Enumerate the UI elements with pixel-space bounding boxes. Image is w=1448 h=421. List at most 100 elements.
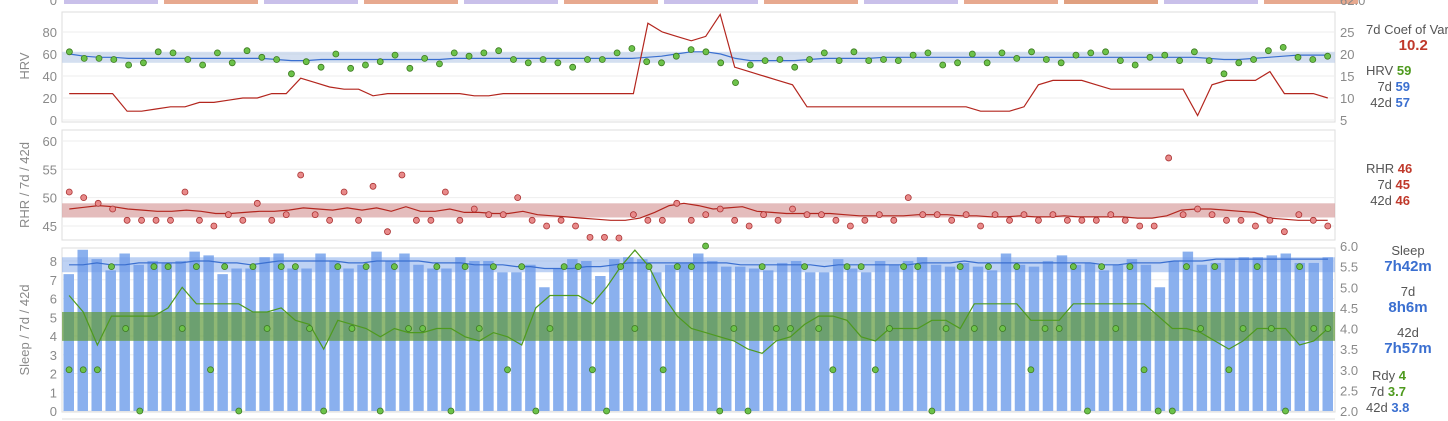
- readiness-point: [956, 263, 964, 271]
- readiness-point: [645, 263, 653, 271]
- hrv-42d-value: 57: [1395, 95, 1410, 110]
- sleep-legend: Sleep 7h42m 7d 8h6m 42d 7h57m: [1363, 243, 1448, 357]
- readiness-point: [221, 263, 229, 271]
- rhr-legend: RHR 46 7d 45 42d 46: [1366, 161, 1412, 209]
- rhr-point: [1150, 222, 1158, 230]
- hrv-label: HRV: [1366, 63, 1394, 78]
- hrv-point: [125, 61, 133, 69]
- hrv-point: [909, 51, 917, 59]
- rhr-point: [369, 182, 377, 190]
- readiness-tick-label: 4.5: [1340, 301, 1358, 316]
- hrv-point: [214, 49, 221, 57]
- hrv-7d-label: 7d: [1377, 79, 1392, 94]
- readiness-point: [461, 263, 469, 271]
- hrv-point: [761, 57, 769, 64]
- readiness-point: [376, 407, 384, 415]
- cov-label: 7d Coef of Var%: [1366, 22, 1448, 37]
- sleep-tick-label: 5: [50, 310, 57, 325]
- rhr-point: [340, 188, 348, 196]
- readiness-42d-band: [62, 312, 1335, 341]
- rhr-point: [239, 216, 247, 224]
- hrv-point: [154, 48, 162, 56]
- rhr-point: [1280, 228, 1288, 236]
- sleep-tick-label: 2: [50, 367, 57, 382]
- readiness-point: [164, 263, 172, 271]
- rhr-7d-value: 45: [1395, 177, 1410, 192]
- readiness-tick-label: 3.0: [1340, 363, 1358, 378]
- readiness-point: [1112, 325, 1120, 332]
- rhr-point: [832, 216, 840, 224]
- rhr-point: [572, 222, 579, 230]
- readiness-point: [631, 325, 639, 332]
- hrv-tick-label: 60: [43, 47, 57, 62]
- rhr-point: [1136, 222, 1144, 230]
- hrv-point: [1057, 59, 1065, 67]
- hrv-point: [450, 49, 458, 57]
- hrv-point: [939, 61, 947, 69]
- readiness-point: [758, 263, 766, 271]
- rhr-tick-label: 50: [43, 191, 57, 206]
- rhr-point: [456, 216, 464, 224]
- rhr-point: [890, 216, 898, 224]
- hrv-point: [1102, 48, 1109, 56]
- hrv-point: [968, 50, 976, 58]
- sleep-bar: [1154, 287, 1166, 411]
- sleep-7d-label: 7d: [1400, 284, 1416, 299]
- rhr-point: [282, 211, 290, 219]
- readiness-tick-label: 2.0: [1340, 404, 1358, 419]
- rhr-point: [123, 216, 131, 224]
- readiness-point: [93, 366, 101, 374]
- readiness-legend: Rdy 4 7d 3.7 42d 3.8: [1366, 368, 1409, 416]
- hrv-value: 59: [1396, 63, 1412, 78]
- hrv-point: [436, 60, 443, 68]
- readiness-point: [999, 325, 1007, 332]
- rhr-point: [181, 188, 189, 196]
- cov-tick-label: 10: [1340, 91, 1354, 106]
- readiness-point: [942, 325, 950, 332]
- readiness-point: [504, 366, 511, 374]
- hrv-point: [998, 49, 1006, 57]
- sleep-tick-label: 3: [50, 348, 57, 363]
- hrv-point: [465, 52, 473, 60]
- hrv-point: [954, 59, 961, 67]
- cov-line: [69, 12, 1328, 117]
- readiness-point: [970, 325, 978, 332]
- hrv-point: [924, 49, 932, 57]
- hrv-point: [1146, 53, 1154, 61]
- top-strip-bar: [64, 0, 158, 4]
- rhr-point: [1223, 216, 1230, 224]
- readiness-point: [1140, 366, 1148, 374]
- readiness-point: [659, 366, 667, 374]
- readiness-point: [447, 407, 455, 415]
- hrv-point: [776, 56, 784, 63]
- rhr-42d-band: [62, 203, 1335, 218]
- hrv-point: [184, 56, 192, 63]
- readiness-point: [843, 263, 851, 271]
- readiness-point: [1168, 407, 1176, 415]
- hrv-point: [584, 56, 591, 63]
- hrv-point: [1013, 55, 1021, 62]
- hrv-point: [1309, 56, 1317, 63]
- sleep-tick-label: 7: [50, 273, 57, 288]
- rhr-point: [224, 211, 232, 219]
- readiness-point: [136, 407, 144, 415]
- rhr-point: [1324, 222, 1332, 230]
- sleep-bar: [497, 272, 508, 411]
- readiness-point: [574, 263, 582, 271]
- readiness-point: [122, 325, 130, 332]
- top-strip-bar: [1264, 0, 1358, 4]
- hrv-point: [1072, 51, 1080, 59]
- rhr-point: [268, 216, 276, 224]
- top-strip-bar: [164, 0, 258, 4]
- hrv-point: [820, 49, 828, 57]
- hrv-7d-value: 59: [1395, 79, 1410, 94]
- rhr-point: [398, 171, 406, 179]
- hrv-point: [140, 59, 147, 67]
- rhr-7d-label: 7d: [1377, 177, 1392, 192]
- hrv-point: [1190, 48, 1198, 56]
- hrv-point: [835, 57, 843, 64]
- top-strip-bar: [764, 0, 858, 4]
- readiness-point: [1069, 263, 1077, 271]
- rhr-point: [1092, 216, 1100, 224]
- sleep-bar: [539, 287, 550, 411]
